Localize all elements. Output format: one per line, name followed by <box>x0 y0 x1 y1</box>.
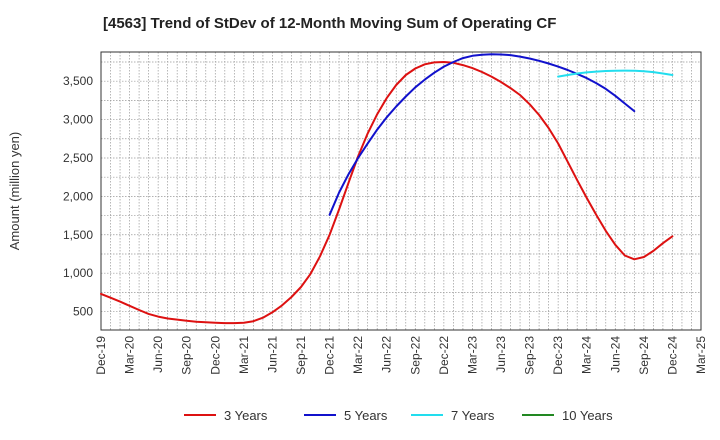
x-tick-label: Jun-20 <box>151 336 165 373</box>
y-tick-label: 2,000 <box>63 189 93 203</box>
series-group <box>100 53 674 325</box>
x-tick-label: Mar-22 <box>351 336 365 374</box>
x-tick-label: Sep-23 <box>523 336 537 375</box>
x-tick-label: Mar-25 <box>694 336 708 374</box>
x-tick-label: Mar-21 <box>237 336 251 374</box>
x-tick-label: Mar-23 <box>465 336 479 374</box>
chart-title: [4563] Trend of StDev of 12-Month Moving… <box>103 15 556 32</box>
y-tick-label: 3,000 <box>63 113 93 127</box>
x-tick-label: Jun-21 <box>265 336 279 373</box>
legend-label-10-years: 10 Years <box>562 408 613 423</box>
y-axis-label: Amount (million yen) <box>7 132 22 251</box>
x-tick-label: Dec-23 <box>551 336 565 375</box>
y-tick-label: 500 <box>73 305 93 319</box>
series-line-3-years <box>100 61 674 325</box>
x-tick-label: Jun-22 <box>380 336 394 373</box>
x-tick-label: Dec-20 <box>208 336 222 375</box>
x-tick-label: Dec-21 <box>323 336 337 375</box>
y-tick-label: 2,500 <box>63 151 93 165</box>
legend-label-5-years: 5 Years <box>344 408 388 423</box>
x-tick-label: Sep-20 <box>180 336 194 375</box>
legend-label-7-years: 7 Years <box>451 408 495 423</box>
plot-frame <box>100 51 702 331</box>
x-tick-label: Sep-22 <box>408 336 422 375</box>
x-tick-label: Sep-24 <box>637 336 651 375</box>
x-tick-label: Dec-22 <box>437 336 451 375</box>
grid <box>100 52 702 330</box>
y-axis: 500 1,000 1,500 2,000 2,500 3,000 3,500 <box>63 74 93 318</box>
y-tick-label: 1,000 <box>63 266 93 280</box>
legend: 3 Years 5 Years 7 Years 10 Years <box>184 408 613 423</box>
x-tick-label: Dec-24 <box>665 336 679 375</box>
legend-label-3-years: 3 Years <box>224 408 268 423</box>
x-axis: Dec-19 Mar-20 Jun-20 Sep-20 Dec-20 Mar-21 Jun-… <box>94 336 708 375</box>
y-tick-label: 1,500 <box>63 228 93 242</box>
series-line-7-years <box>557 69 674 78</box>
y-tick-label: 3,500 <box>63 74 93 88</box>
x-tick-label: Sep-21 <box>294 336 308 375</box>
x-tick-label: Dec-19 <box>94 336 108 375</box>
x-tick-label: Jun-23 <box>494 336 508 373</box>
series-line-5-years <box>328 53 636 216</box>
x-tick-label: Jun-24 <box>608 336 622 373</box>
x-tick-label: Mar-20 <box>123 336 137 374</box>
x-tick-label: Mar-24 <box>580 336 594 374</box>
